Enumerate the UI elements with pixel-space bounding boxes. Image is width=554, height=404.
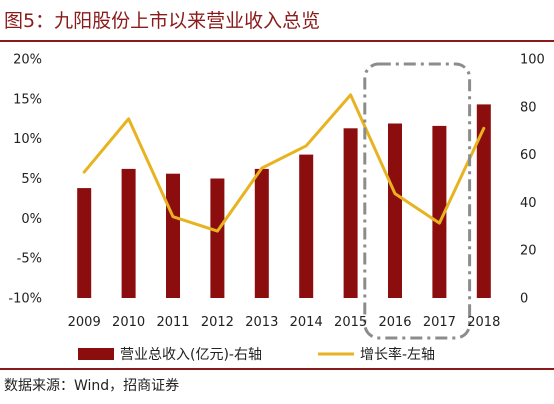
x-tick-2013: 2013	[245, 315, 278, 330]
bar-2015	[343, 128, 358, 298]
x-tick-2014: 2014	[290, 315, 323, 330]
bar-2011	[166, 173, 180, 298]
y-left-tick: 15%	[13, 92, 42, 107]
x-tick-2016: 2016	[378, 315, 411, 330]
legend-bar-swatch	[78, 348, 114, 360]
bar-2018	[476, 104, 491, 299]
y-left-tick: 10%	[13, 132, 42, 147]
bar-2017	[432, 125, 447, 299]
x-tick-2017: 2017	[423, 315, 456, 330]
page-title: 图5：九阳股份上市以来营业收入总览	[4, 10, 321, 32]
highlight-box	[363, 62, 472, 340]
title-bar: 图5：九阳股份上市以来营业收入总览	[0, 0, 554, 42]
x-tick-2011: 2011	[156, 315, 189, 330]
x-tick-2010: 2010	[112, 315, 145, 330]
bar-2016	[388, 123, 402, 298]
legend-line-label: 增长率-左轴	[360, 346, 435, 363]
source-note: 数据来源：Wind，招商证券	[4, 378, 180, 394]
bar-2014	[299, 154, 314, 298]
y-right-tick: 60	[520, 148, 537, 163]
x-tick-2015: 2015	[334, 315, 367, 330]
y-left-tick: 5%	[21, 172, 42, 187]
bar-2010	[121, 168, 136, 298]
bar-2013	[254, 168, 269, 298]
legend-bar-label: 营业总收入(亿元)-右轴	[120, 347, 262, 363]
source-divider	[0, 368, 554, 370]
y-right-tick: 20	[520, 244, 537, 259]
y-left-tick: -5%	[17, 252, 42, 267]
y-right-tick: 80	[520, 100, 537, 115]
y-left-tick: 20%	[13, 53, 42, 68]
y-right-tick: 100	[520, 53, 545, 68]
growth-line	[82, 93, 486, 233]
x-tick-2009: 2009	[68, 315, 101, 330]
x-tick-2018: 2018	[467, 315, 500, 330]
x-tick-2012: 2012	[201, 315, 234, 330]
bar-2012	[210, 178, 225, 298]
y-left-tick: 0%	[21, 212, 42, 227]
bar-2009	[77, 188, 92, 298]
y-right-tick: 0	[520, 292, 528, 307]
y-right-tick: 40	[520, 196, 537, 211]
y-left-tick: -10%	[8, 292, 42, 307]
